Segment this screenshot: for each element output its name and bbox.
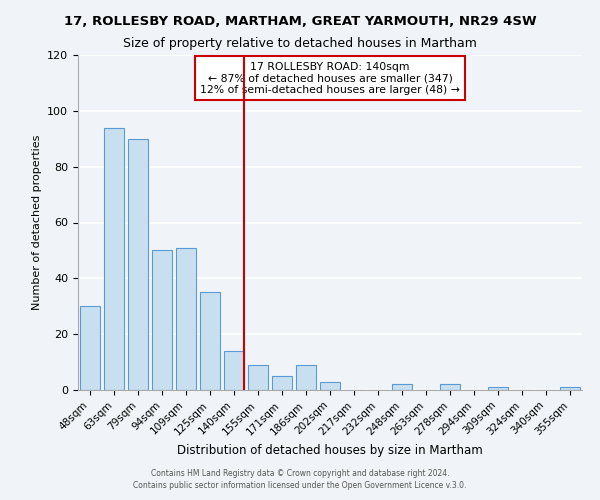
Bar xyxy=(440,384,460,390)
Bar xyxy=(248,365,268,390)
Bar xyxy=(176,248,196,390)
Bar xyxy=(128,138,148,390)
Bar xyxy=(320,382,340,390)
Text: 17 ROLLESBY ROAD: 140sqm
← 87% of detached houses are smaller (347)
12% of semi-: 17 ROLLESBY ROAD: 140sqm ← 87% of detach… xyxy=(200,62,460,95)
Bar xyxy=(104,128,124,390)
Bar xyxy=(152,250,172,390)
Bar xyxy=(272,376,292,390)
Y-axis label: Number of detached properties: Number of detached properties xyxy=(32,135,41,310)
Text: Size of property relative to detached houses in Martham: Size of property relative to detached ho… xyxy=(123,38,477,51)
Bar xyxy=(392,384,412,390)
Text: Contains HM Land Registry data © Crown copyright and database right 2024.: Contains HM Land Registry data © Crown c… xyxy=(151,468,449,477)
Bar xyxy=(488,387,508,390)
Bar xyxy=(224,351,244,390)
Text: 17, ROLLESBY ROAD, MARTHAM, GREAT YARMOUTH, NR29 4SW: 17, ROLLESBY ROAD, MARTHAM, GREAT YARMOU… xyxy=(64,15,536,28)
Text: Contains public sector information licensed under the Open Government Licence v.: Contains public sector information licen… xyxy=(133,481,467,490)
Bar xyxy=(200,292,220,390)
X-axis label: Distribution of detached houses by size in Martham: Distribution of detached houses by size … xyxy=(177,444,483,456)
Bar xyxy=(296,365,316,390)
Bar xyxy=(80,306,100,390)
Bar xyxy=(560,387,580,390)
